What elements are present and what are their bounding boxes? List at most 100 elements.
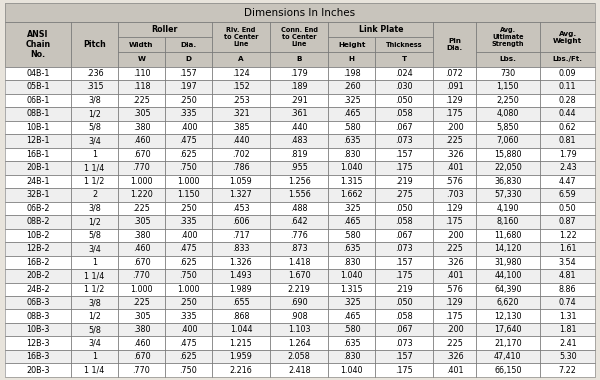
Bar bbox=[328, 134, 375, 147]
Bar bbox=[540, 134, 595, 147]
Text: .325: .325 bbox=[343, 204, 361, 213]
Bar bbox=[212, 309, 270, 323]
Text: .315: .315 bbox=[86, 82, 103, 91]
Bar bbox=[476, 201, 540, 215]
Bar bbox=[540, 22, 595, 52]
Bar bbox=[476, 174, 540, 188]
Bar bbox=[476, 336, 540, 350]
Bar bbox=[212, 52, 270, 66]
Bar bbox=[212, 282, 270, 296]
Bar bbox=[270, 282, 328, 296]
Bar bbox=[165, 269, 212, 282]
Bar bbox=[433, 282, 476, 296]
Bar bbox=[212, 93, 270, 107]
Bar bbox=[433, 174, 476, 188]
Text: Avg.
Ultimate
Strength: Avg. Ultimate Strength bbox=[491, 27, 524, 47]
Bar bbox=[375, 296, 433, 309]
Bar bbox=[433, 66, 476, 80]
Bar bbox=[433, 309, 476, 323]
Bar bbox=[375, 363, 433, 377]
Bar bbox=[118, 66, 165, 80]
Text: 32B-1: 32B-1 bbox=[26, 190, 50, 199]
Bar bbox=[375, 107, 433, 120]
Bar bbox=[433, 255, 476, 269]
Text: .129: .129 bbox=[446, 96, 463, 105]
Text: H: H bbox=[349, 56, 355, 62]
Bar bbox=[476, 80, 540, 93]
Text: 0.74: 0.74 bbox=[559, 298, 577, 307]
Bar bbox=[118, 215, 165, 228]
Bar bbox=[118, 323, 165, 336]
Text: .400: .400 bbox=[179, 231, 197, 240]
Text: .250: .250 bbox=[179, 204, 197, 213]
Bar bbox=[433, 93, 476, 107]
Bar bbox=[328, 80, 375, 93]
Text: .453: .453 bbox=[232, 204, 250, 213]
Text: .690: .690 bbox=[290, 298, 308, 307]
Bar bbox=[5, 66, 71, 80]
Bar bbox=[165, 282, 212, 296]
Bar bbox=[5, 161, 71, 174]
Bar bbox=[433, 269, 476, 282]
Text: Roller: Roller bbox=[152, 25, 178, 35]
Bar bbox=[118, 66, 165, 80]
Bar bbox=[476, 255, 540, 269]
Bar bbox=[118, 188, 165, 201]
Text: .175: .175 bbox=[446, 312, 463, 321]
Text: .219: .219 bbox=[395, 285, 413, 294]
Bar bbox=[328, 228, 375, 242]
Text: .157: .157 bbox=[179, 69, 197, 78]
Bar bbox=[328, 242, 375, 255]
Bar bbox=[165, 134, 212, 147]
Text: 0.44: 0.44 bbox=[559, 109, 577, 118]
Text: 06B-1: 06B-1 bbox=[26, 96, 50, 105]
Bar bbox=[433, 134, 476, 147]
Bar bbox=[375, 309, 433, 323]
Bar bbox=[118, 188, 165, 201]
Text: 7,060: 7,060 bbox=[497, 136, 519, 145]
Bar bbox=[433, 269, 476, 282]
Bar bbox=[375, 52, 433, 66]
Bar bbox=[476, 255, 540, 269]
Bar bbox=[270, 296, 328, 309]
Bar bbox=[5, 134, 71, 147]
Bar bbox=[118, 52, 165, 66]
Bar bbox=[375, 336, 433, 350]
Text: 1 1/2: 1 1/2 bbox=[85, 285, 105, 294]
Bar bbox=[328, 363, 375, 377]
Text: .200: .200 bbox=[446, 123, 463, 132]
Bar bbox=[540, 188, 595, 201]
Text: 1.103: 1.103 bbox=[288, 325, 310, 334]
Bar bbox=[476, 242, 540, 255]
Bar bbox=[118, 255, 165, 269]
Bar bbox=[540, 120, 595, 134]
Bar bbox=[118, 215, 165, 228]
Bar bbox=[5, 161, 71, 174]
Text: .225: .225 bbox=[446, 136, 463, 145]
Text: .335: .335 bbox=[179, 312, 197, 321]
Bar bbox=[71, 120, 118, 134]
Text: 2.43: 2.43 bbox=[559, 163, 577, 172]
Bar bbox=[118, 147, 165, 161]
Bar bbox=[165, 296, 212, 309]
Bar bbox=[476, 296, 540, 309]
Bar bbox=[433, 120, 476, 134]
Bar bbox=[165, 363, 212, 377]
Bar bbox=[212, 188, 270, 201]
Text: 1.220: 1.220 bbox=[130, 190, 153, 199]
Bar bbox=[5, 107, 71, 120]
Bar bbox=[71, 161, 118, 174]
Text: .124: .124 bbox=[232, 69, 250, 78]
Bar bbox=[540, 134, 595, 147]
Bar bbox=[270, 228, 328, 242]
Bar bbox=[212, 201, 270, 215]
Text: .475: .475 bbox=[179, 244, 197, 253]
Text: 57,330: 57,330 bbox=[494, 190, 521, 199]
Bar bbox=[5, 174, 71, 188]
Bar bbox=[212, 336, 270, 350]
Bar bbox=[71, 188, 118, 201]
Text: 44,100: 44,100 bbox=[494, 271, 521, 280]
Bar bbox=[165, 323, 212, 336]
Text: .580: .580 bbox=[343, 123, 361, 132]
Bar bbox=[270, 22, 328, 52]
